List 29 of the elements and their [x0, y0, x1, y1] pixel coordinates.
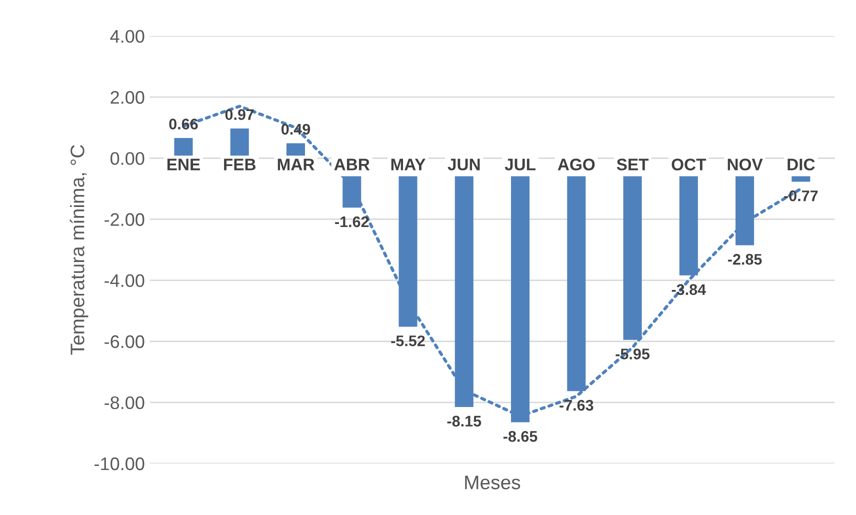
x-tick-label: AGO: [558, 158, 595, 170]
x-tick-label: OCT: [672, 158, 706, 170]
y-tick-label: -6.00: [104, 335, 144, 348]
y-tick-label: 0.00: [110, 152, 144, 165]
y-tick-label: 4.00: [110, 30, 144, 43]
x-tick-label: NOV: [728, 158, 763, 170]
data-label: -8.65: [503, 431, 538, 442]
x-tick-label: MAR: [278, 158, 314, 170]
x-tick-label: DIC: [788, 158, 815, 170]
x-tick-label: MAY: [391, 158, 426, 170]
y-tick-label: -8.00: [104, 396, 144, 410]
y-tick-label: 2.00: [110, 91, 144, 104]
data-label: -2.85: [728, 254, 762, 265]
x-axis-title: Meses: [465, 476, 520, 490]
y-tick-label: -2.00: [104, 213, 144, 226]
x-tick-label: ENE: [167, 158, 200, 170]
x-tick-label: FEB: [224, 158, 256, 170]
data-label: -5.52: [391, 335, 425, 346]
x-tick-label: JUL: [504, 158, 536, 170]
y-tick-label: -10.00: [94, 457, 144, 470]
y-axis-title: Temperatura mínima, °C: [70, 145, 88, 355]
data-label: -8.15: [447, 416, 482, 427]
data-label: -1.62: [335, 216, 369, 228]
x-tick-label: SET: [616, 158, 649, 170]
x-tick-label: JUN: [448, 158, 480, 170]
x-tick-label: ABR: [334, 158, 370, 170]
data-label: -7.63: [560, 400, 594, 411]
y-tick-label: -4.00: [104, 274, 144, 288]
data-label: 0.97: [225, 109, 254, 120]
